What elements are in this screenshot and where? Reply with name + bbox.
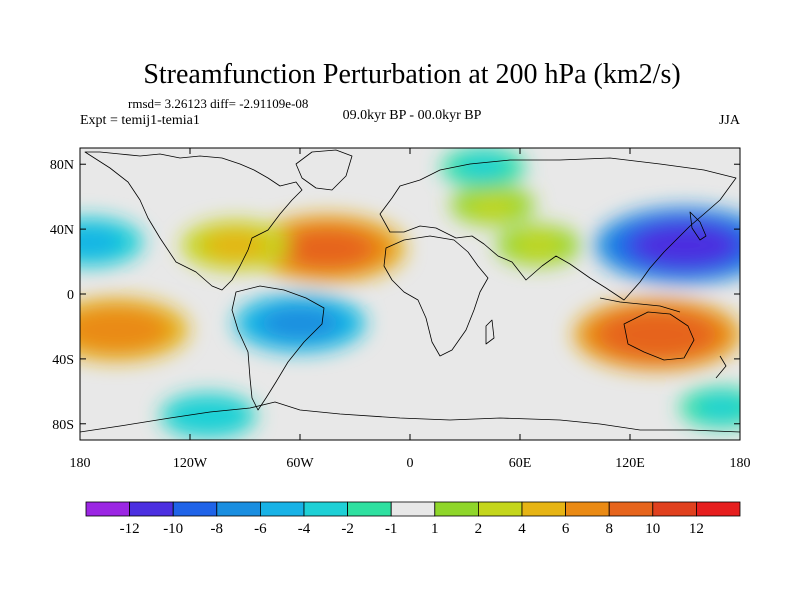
colorbar-swatch xyxy=(303,501,348,517)
period-label: 09.0kyr BP - 00.0kyr BP xyxy=(343,108,482,123)
colorbar-swatch xyxy=(652,501,697,517)
coastline-greenland xyxy=(295,149,353,191)
coastline-antarctica xyxy=(80,401,740,433)
coastline-indonesia xyxy=(599,297,681,313)
colorbar-label: 8 xyxy=(605,521,613,537)
chart-title: Streamfunction Perturbation at 200 hPa (… xyxy=(143,59,680,90)
coastline-eurasia xyxy=(379,157,737,301)
coastlines xyxy=(80,149,740,433)
field-contour xyxy=(513,233,564,258)
coastline-new-zealand xyxy=(715,355,727,379)
experiment-label: Expt = temij1-temia1 xyxy=(80,113,200,128)
colorbar-label: -6 xyxy=(254,521,267,537)
y-tick-label: 40N xyxy=(50,223,74,238)
coastline-africa xyxy=(383,235,489,357)
field-contour xyxy=(80,227,122,257)
colorbar-label: -1 xyxy=(385,521,398,537)
y-tick-label: 0 xyxy=(67,288,74,303)
colorbar-label: 12 xyxy=(689,521,704,537)
colorbar-swatch xyxy=(477,501,523,517)
map-panel: 180 120W 60W 0 60E 120E 180 80N 40N 0 40S 80S xyxy=(50,147,751,471)
coastline-north-america xyxy=(84,151,303,291)
x-tick-label: 0 xyxy=(407,456,414,471)
field-contour xyxy=(260,305,340,341)
colorbar-swatch xyxy=(521,501,566,517)
x-tick-label: 180 xyxy=(70,456,91,471)
x-tick-label: 180 xyxy=(730,456,751,471)
colorbar-label: -10 xyxy=(163,521,183,537)
field-contour xyxy=(163,394,254,437)
coastline-madagascar xyxy=(485,319,495,345)
colorbar: -12 -10 -8 -6 -4 -2 -1 1 2 4 6 8 10 12 xyxy=(85,501,741,537)
colorbar-swatch xyxy=(216,501,261,517)
colorbar-label: 4 xyxy=(518,521,526,537)
y-axis: 80N 40N 0 40S 80S xyxy=(50,158,740,433)
field-contour xyxy=(280,228,375,269)
colorbar-swatch xyxy=(608,501,654,517)
colorbar-swatch xyxy=(434,501,479,517)
colorbar-swatch xyxy=(347,501,392,517)
field-contour xyxy=(458,155,509,180)
colorbar-label: -8 xyxy=(211,521,224,537)
colorbar-swatch xyxy=(259,501,305,517)
coastline-australia xyxy=(623,311,695,361)
x-tick-label: 120E xyxy=(615,456,645,471)
colorbar-label: 6 xyxy=(562,521,570,537)
colorbar-label: -12 xyxy=(120,521,140,537)
field-contour xyxy=(696,395,740,420)
y-tick-label: 40S xyxy=(52,353,74,368)
season-label: JJA xyxy=(719,113,741,128)
field-contour xyxy=(467,192,518,218)
colorbar-swatch xyxy=(390,501,436,517)
colorbar-label: 1 xyxy=(431,521,439,537)
colorbar-swatch xyxy=(696,501,741,517)
x-tick-label: 120W xyxy=(173,456,208,471)
coastline-south-america xyxy=(231,285,325,411)
coastline-japan xyxy=(689,211,707,241)
map-background xyxy=(80,148,740,440)
colorbar-label: -2 xyxy=(341,521,354,537)
field-contour xyxy=(597,309,718,361)
x-tick-label: 60E xyxy=(509,456,532,471)
stats-line: rmsd= 3.26123 diff= -2.91109e-08 xyxy=(128,96,308,111)
colorbar-label: -4 xyxy=(298,521,311,537)
x-tick-label: 60W xyxy=(286,456,314,471)
y-tick-label: 80N xyxy=(50,158,74,173)
field-contour xyxy=(631,222,739,269)
y-tick-label: 80S xyxy=(52,418,74,433)
colorbar-swatch xyxy=(565,501,610,517)
colorbar-swatch xyxy=(129,501,174,517)
field-contour xyxy=(80,306,171,354)
colorbar-swatch xyxy=(172,501,218,517)
colorbar-label: 10 xyxy=(645,521,660,537)
colorbar-label: 2 xyxy=(475,521,483,537)
colorbar-swatch xyxy=(85,501,130,517)
x-axis: 180 120W 60W 0 60E 120E 180 xyxy=(70,148,751,471)
